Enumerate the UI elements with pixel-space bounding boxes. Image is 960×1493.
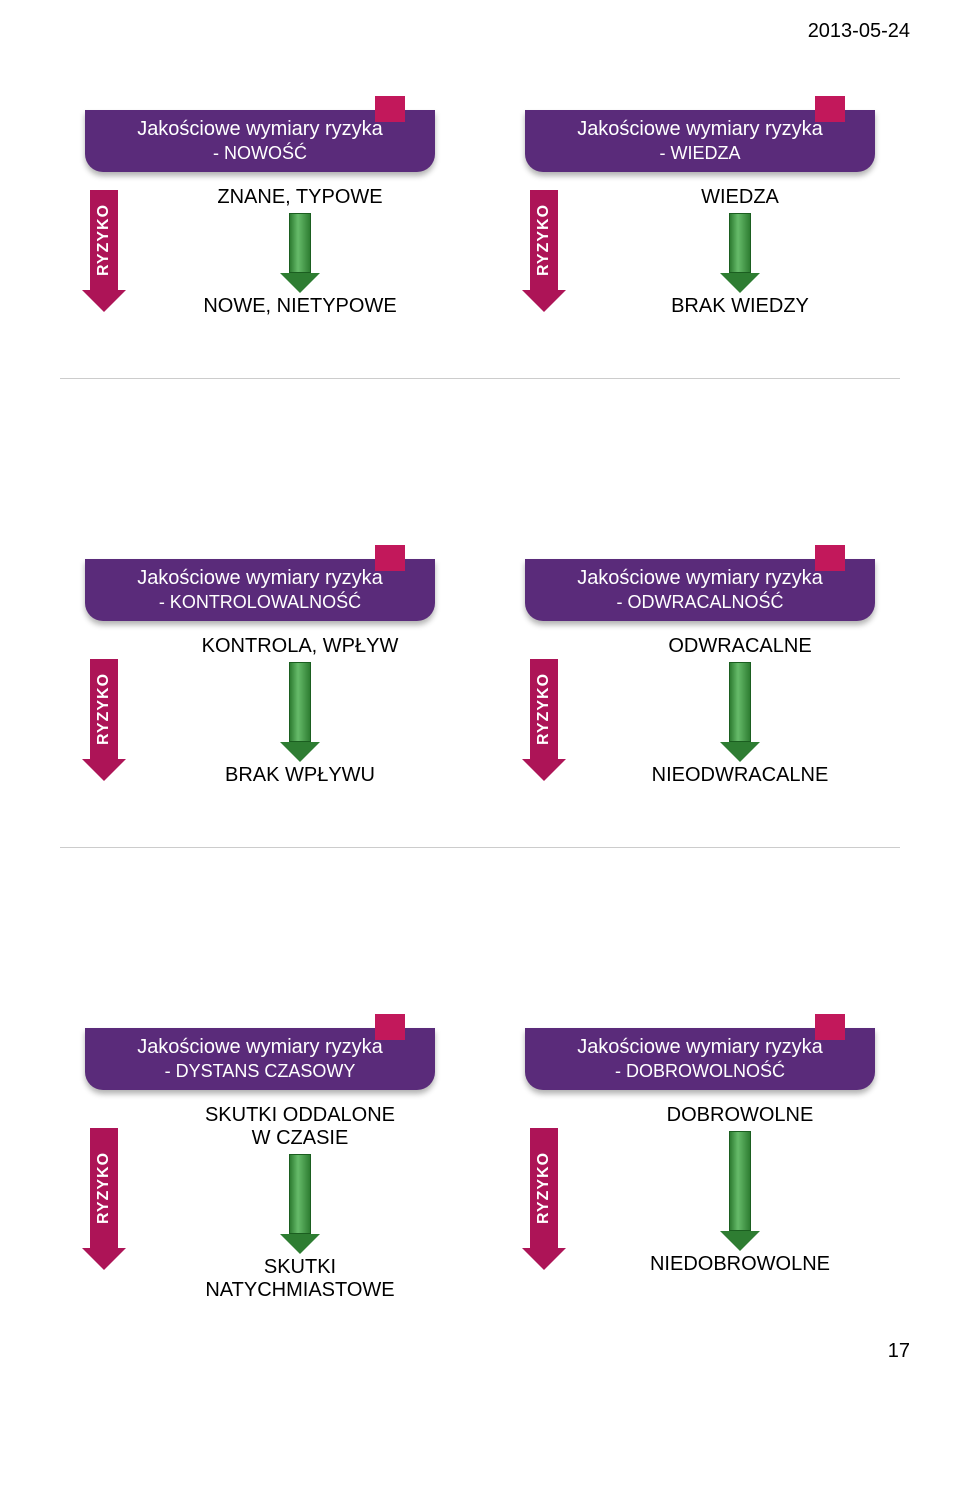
panel-banner: Jakościowe wymiary ryzyka - KONTROLOWALN…: [85, 559, 435, 621]
banner-title: Jakościowe wymiary ryzyka: [577, 567, 823, 589]
ryzyko-shaft: RYZYKO: [530, 659, 558, 759]
green-arrow-icon: [729, 662, 751, 762]
diagram-row: Jakościowe wymiary ryzyka - DYSTANS CZAS…: [0, 1028, 960, 1302]
state-bottom-label: BRAK WPŁYWU: [100, 764, 500, 787]
ryzyko-label: RYZYKO: [95, 1152, 113, 1224]
ryzyko-label: RYZYKO: [95, 204, 113, 276]
row-separator: [60, 378, 900, 379]
state-bottom-label: NOWE, NIETYPOWE: [100, 295, 500, 318]
diagram-row: Jakościowe wymiary ryzyka - NOWOŚĆ RYZYK…: [0, 110, 960, 318]
green-arrowhead-icon: [720, 273, 760, 293]
green-arrowhead-icon: [280, 1234, 320, 1254]
banner-subtitle: - ODWRACALNOŚĆ: [525, 592, 875, 613]
ryzyko-label: RYZYKO: [535, 673, 553, 745]
green-arrowhead-icon: [720, 742, 760, 762]
state-top-label: SKUTKI ODDALONEW CZASIE: [100, 1104, 500, 1150]
banner-tab-icon: [815, 96, 845, 122]
ryzyko-label: RYZYKO: [95, 673, 113, 745]
ryzyko-arrow-icon: RYZYKO: [530, 1128, 558, 1270]
banner-title: Jakościowe wymiary ryzyka: [577, 118, 823, 140]
diagram-row: Jakościowe wymiary ryzyka - KONTROLOWALN…: [0, 559, 960, 787]
banner-subtitle: - KONTROLOWALNOŚĆ: [85, 592, 435, 613]
state-bottom-label: NIEDOBROWOLNE: [540, 1253, 940, 1276]
panel-banner: Jakościowe wymiary ryzyka - WIEDZA: [525, 110, 875, 172]
green-arrowhead-icon: [280, 273, 320, 293]
ryzyko-arrow-icon: RYZYKO: [530, 659, 558, 781]
state-bottom-label: BRAK WIEDZY: [540, 295, 940, 318]
state-top-label: ZNANE, TYPOWE: [100, 186, 500, 209]
page-number: 17: [888, 1340, 910, 1363]
green-arrow-icon: [729, 1131, 751, 1251]
panel-banner: Jakościowe wymiary ryzyka - DOBROWOLNOŚĆ: [525, 1028, 875, 1090]
green-arrow-icon: [289, 213, 311, 293]
page-date: 2013-05-24: [808, 20, 910, 43]
green-shaft: [729, 1131, 751, 1231]
banner-title: Jakościowe wymiary ryzyka: [577, 1036, 823, 1058]
banner-subtitle: - WIEDZA: [525, 143, 875, 164]
green-shaft: [289, 213, 311, 273]
diagram-panel: Jakościowe wymiary ryzyka - DYSTANS CZAS…: [60, 1028, 460, 1302]
banner-tab-icon: [375, 545, 405, 571]
banner-subtitle: - DOBROWOLNOŚĆ: [525, 1061, 875, 1082]
green-shaft: [729, 662, 751, 742]
state-bottom-label: SKUTKINATYCHMIASTOWE: [100, 1256, 500, 1302]
banner-title: Jakościowe wymiary ryzyka: [137, 567, 383, 589]
banner-tab-icon: [815, 1014, 845, 1040]
green-shaft: [729, 213, 751, 273]
diagram-panel: Jakościowe wymiary ryzyka - DOBROWOLNOŚĆ…: [500, 1028, 900, 1302]
banner-tab-icon: [375, 96, 405, 122]
state-top-label: WIEDZA: [540, 186, 940, 209]
green-arrow-icon: [729, 213, 751, 293]
banner-subtitle: - DYSTANS CZASOWY: [85, 1061, 435, 1082]
green-arrowhead-icon: [280, 742, 320, 762]
panel-banner: Jakościowe wymiary ryzyka - DYSTANS CZAS…: [85, 1028, 435, 1090]
banner-title: Jakościowe wymiary ryzyka: [137, 118, 383, 140]
state-top-label: DOBROWOLNE: [540, 1104, 940, 1127]
green-arrow-icon: [289, 1154, 311, 1254]
diagram-panel: Jakościowe wymiary ryzyka - KONTROLOWALN…: [60, 559, 460, 787]
ryzyko-label: RYZYKO: [535, 204, 553, 276]
diagram-panel: Jakościowe wymiary ryzyka - WIEDZA RYZYK…: [500, 110, 900, 318]
panel-banner: Jakościowe wymiary ryzyka - NOWOŚĆ: [85, 110, 435, 172]
green-shaft: [289, 1154, 311, 1234]
state-top-label: ODWRACALNE: [540, 635, 940, 658]
green-arrowhead-icon: [720, 1231, 760, 1251]
green-arrow-icon: [289, 662, 311, 762]
ryzyko-label: RYZYKO: [535, 1152, 553, 1224]
state-bottom-label: NIEODWRACALNE: [540, 764, 940, 787]
banner-subtitle: - NOWOŚĆ: [85, 143, 435, 164]
panel-banner: Jakościowe wymiary ryzyka - ODWRACALNOŚĆ: [525, 559, 875, 621]
banner-title: Jakościowe wymiary ryzyka: [137, 1036, 383, 1058]
row-separator: [60, 847, 900, 848]
banner-tab-icon: [375, 1014, 405, 1040]
diagram-panel: Jakościowe wymiary ryzyka - ODWRACALNOŚĆ…: [500, 559, 900, 787]
ryzyko-arrow-icon: RYZYKO: [90, 659, 118, 781]
state-top-label: KONTROLA, WPŁYW: [100, 635, 500, 658]
green-shaft: [289, 662, 311, 742]
ryzyko-shaft: RYZYKO: [530, 1128, 558, 1248]
ryzyko-shaft: RYZYKO: [90, 659, 118, 759]
diagram-panel: Jakościowe wymiary ryzyka - NOWOŚĆ RYZYK…: [60, 110, 460, 318]
banner-tab-icon: [815, 545, 845, 571]
